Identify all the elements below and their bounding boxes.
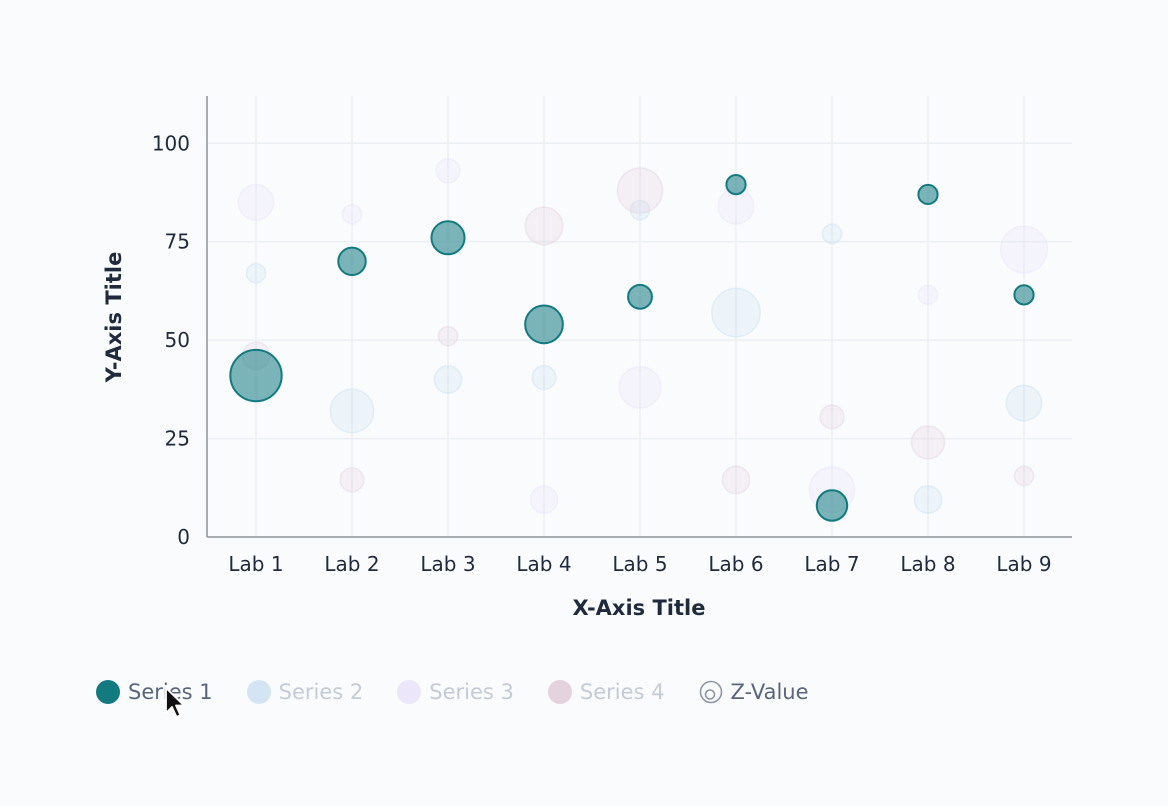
legend-label-series-2: Series 2 — [278, 680, 364, 704]
bubble[interactable] — [913, 485, 943, 515]
series-series-2 — [245, 199, 1043, 515]
legend-swatch-series-3 — [397, 680, 422, 704]
bubble[interactable] — [910, 425, 946, 460]
bubble[interactable] — [229, 348, 283, 403]
bubble[interactable] — [245, 262, 267, 284]
grid-lines — [207, 96, 1072, 537]
legend-item-z-value[interactable]: Z-Value — [699, 680, 809, 704]
concentric-circles-icon — [699, 680, 722, 704]
bubble[interactable] — [815, 489, 849, 522]
legend-item-series-1[interactable]: Series 1 — [96, 680, 213, 704]
x-tick-label: Lab 7 — [804, 552, 859, 576]
bubble[interactable] — [629, 199, 651, 221]
x-tick-label: Lab 9 — [996, 552, 1051, 576]
x-tick-label: Lab 8 — [900, 552, 955, 576]
bubble[interactable] — [339, 467, 365, 493]
x-tick-label: Lab 5 — [612, 552, 667, 576]
bubble[interactable] — [435, 158, 461, 184]
legend-label-series-4: Series 4 — [579, 680, 665, 704]
bubble[interactable] — [437, 325, 459, 347]
y-tick-label: 75 — [165, 230, 190, 254]
y-tick-label: 0 — [177, 525, 190, 549]
legend-label-series-1: Series 1 — [128, 680, 213, 704]
bubble[interactable] — [1013, 284, 1035, 306]
bubble[interactable] — [430, 220, 466, 256]
y-tick-label: 50 — [165, 328, 190, 352]
bubble[interactable] — [999, 225, 1049, 274]
legend: Series 1 Series 2 Series 3 Series 4 Z-Va… — [96, 676, 843, 708]
bubble[interactable] — [524, 206, 564, 246]
bubbles — [229, 158, 1049, 522]
bubble[interactable] — [711, 287, 761, 338]
legend-item-series-3[interactable]: Series 3 — [397, 680, 514, 704]
bubble[interactable] — [529, 485, 559, 515]
bubble[interactable] — [917, 183, 939, 206]
bubble[interactable] — [725, 173, 747, 196]
bubble[interactable] — [819, 404, 845, 430]
axes — [206, 96, 1072, 538]
y-tick-label: 25 — [165, 427, 190, 451]
series-series-1 — [229, 173, 1035, 522]
bubble[interactable] — [618, 365, 662, 409]
bubble[interactable] — [616, 167, 664, 214]
x-tick-label: Lab 4 — [516, 552, 571, 576]
bubble[interactable] — [1013, 465, 1035, 487]
bubble[interactable] — [531, 364, 557, 391]
bubble[interactable] — [237, 183, 275, 221]
x-tick-label: Lab 6 — [708, 552, 763, 576]
legend-label-z-value: Z-Value — [730, 680, 809, 704]
bubble[interactable] — [821, 223, 843, 245]
bubble[interactable] — [329, 388, 375, 434]
legend-swatch-series-4 — [547, 680, 572, 704]
bubble[interactable] — [627, 283, 653, 310]
legend-swatch-series-2 — [246, 680, 271, 704]
x-tick-label: Lab 2 — [324, 552, 379, 576]
x-tick-labels: Lab 1 Lab 2 Lab 3 Lab 4 Lab 5 Lab 6 Lab 7 Lab 8… — [228, 552, 1051, 576]
bubble[interactable] — [721, 465, 751, 495]
legend-label-series-3: Series 3 — [429, 680, 514, 704]
bubble[interactable] — [1005, 384, 1043, 422]
y-tick-label: 100 — [152, 131, 190, 155]
bubble[interactable] — [433, 365, 463, 394]
bubble[interactable] — [917, 284, 939, 306]
legend-item-series-2[interactable]: Series 2 — [246, 680, 364, 704]
y-axis-title: Y-Axis Title — [102, 252, 126, 384]
legend-item-series-4[interactable]: Series 4 — [547, 680, 665, 704]
x-tick-label: Lab 1 — [228, 552, 283, 576]
y-tick-labels: 0 25 50 75 100 — [152, 131, 190, 549]
bubble[interactable] — [341, 203, 363, 225]
bubble[interactable] — [524, 304, 564, 345]
x-axis-title: X-Axis Title — [572, 596, 705, 620]
x-tick-label: Lab 3 — [420, 552, 475, 576]
bubble[interactable] — [337, 246, 367, 277]
legend-swatch-series-1 — [96, 680, 120, 704]
